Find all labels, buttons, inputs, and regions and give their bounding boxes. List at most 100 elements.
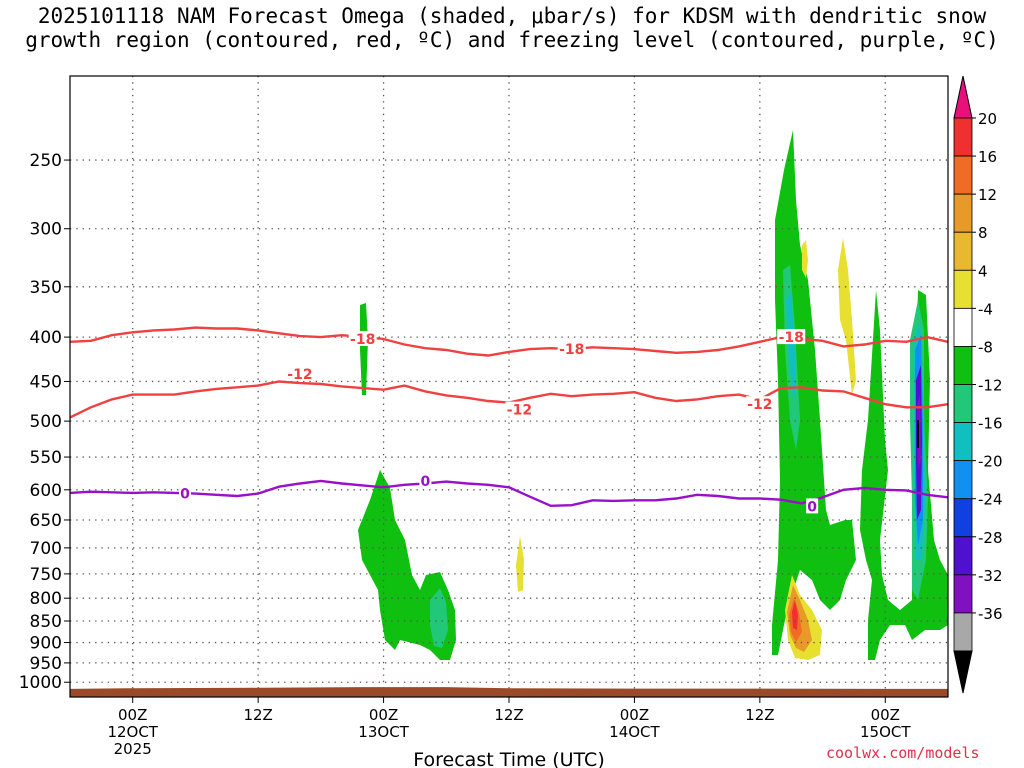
omega-shade-region: [360, 303, 368, 395]
colorbar-swatch: [953, 536, 973, 576]
contour-label: -18: [559, 342, 584, 358]
colorbar-label: -36: [978, 605, 1003, 623]
contour-label: -12: [747, 397, 772, 413]
y-axis: 2503003504004505005506006507007508008509…: [19, 151, 70, 693]
y-tick-label: 1000: [19, 673, 62, 693]
omega-shade-region: [516, 536, 524, 592]
contour-label: 0: [421, 474, 431, 490]
colorbar-label: -28: [978, 529, 1003, 547]
colorbar-swatch: [953, 384, 973, 423]
colorbar-label: -4: [978, 300, 993, 318]
y-tick-label: 800: [30, 589, 62, 609]
x-tick-label: 12Z: [745, 706, 774, 724]
omega-shade-region: [802, 240, 808, 278]
contour-label-background: [777, 329, 806, 345]
colorbar-label: -20: [978, 453, 1003, 471]
colorbar-bottom-arrow: [953, 650, 973, 694]
colorbar-swatch: [953, 269, 973, 309]
terrain-polygon: [70, 687, 948, 697]
omega-shade-region: [792, 600, 798, 630]
omega-shade-region: [772, 130, 856, 655]
colorbar-swatch: [953, 117, 973, 157]
contour-label-background: [806, 498, 819, 514]
contour-label-background: [505, 401, 534, 417]
contour-label: 0: [180, 487, 190, 503]
chart-title-line-2: growth region (contoured, red, ºC) and f…: [25, 28, 999, 52]
omega-shading-layer: [358, 130, 948, 660]
colorbar-swatch: [953, 346, 973, 385]
colorbar-swatch: [953, 231, 973, 271]
colorbar-swatch: [953, 155, 973, 195]
omega-shade-region: [917, 420, 919, 448]
contour-label-background: [178, 485, 191, 501]
x-tick-label: 00Z: [369, 706, 398, 724]
colorbar-label: -8: [978, 338, 993, 356]
x-tick-label: 15OCT: [860, 723, 911, 741]
x-tick-label: 12Z: [243, 706, 272, 724]
y-tick-label: 900: [30, 634, 62, 654]
omega-shade-region: [786, 290, 796, 400]
y-tick-label: 350: [30, 278, 62, 298]
x-tick-label: 2025: [114, 740, 152, 758]
contour-label-background: [285, 365, 314, 381]
colorbar-swatch: [953, 574, 973, 614]
y-tick-label: 600: [30, 481, 62, 501]
y-tick-label: 300: [30, 220, 62, 240]
x-axis-title: Forecast Time (UTC): [413, 749, 604, 768]
terrain-fill: [70, 687, 948, 697]
contour-label: -18: [779, 330, 804, 346]
omega-shade-region: [860, 290, 948, 660]
y-tick-label: 650: [30, 511, 62, 531]
colorbar-label: -12: [978, 377, 1003, 395]
chart-title: 2025101118 NAM Forecast Omega (shaded, μ…: [0, 4, 1024, 52]
y-tick-label: 400: [30, 328, 62, 348]
chart-title-line-1: 2025101118 NAM Forecast Omega (shaded, μ…: [37, 4, 987, 28]
colorbar-label: -32: [978, 567, 1003, 585]
contour-label-background: [745, 396, 774, 412]
x-tick-label: 00Z: [620, 706, 649, 724]
colorbar-swatch: [953, 460, 973, 500]
x-tick-label: 13OCT: [358, 723, 409, 741]
colorbar-top-arrow: [953, 75, 973, 119]
contour-label-background: [348, 330, 377, 346]
contour-label: -12: [287, 367, 312, 383]
colorbar: 20 16 12 8 4 -4 -8 -12 -16 -20 -24 -28 -32 -36: [953, 75, 1003, 694]
y-tick-label: 450: [30, 372, 62, 392]
contour-label: -18: [350, 332, 375, 348]
y-tick-label: 950: [30, 654, 62, 674]
y-tick-label: 550: [30, 448, 62, 468]
colorbar-label: 16: [978, 148, 997, 166]
omega-shade-region: [430, 588, 448, 648]
y-tick-label: 500: [30, 412, 62, 432]
contour-layer: -18 -18 -18 -12 -12 -12 0 0 0: [70, 326, 948, 515]
x-tick-label: 14OCT: [609, 723, 660, 741]
x-tick-label: 00Z: [871, 706, 900, 724]
colorbar-label: -16: [978, 415, 1003, 433]
colorbar-swatch: [953, 612, 973, 652]
colorbar-label: 20: [978, 110, 997, 128]
x-tick-label: 12OCT: [107, 723, 158, 741]
colorbar-label: 4: [978, 262, 988, 280]
omega-shade-region: [838, 238, 856, 395]
y-tick-label: 700: [30, 539, 62, 559]
colorbar-label: -24: [978, 491, 1003, 509]
colorbar-swatch: [953, 193, 973, 233]
contour-label: 0: [807, 499, 817, 515]
colorbar-label: 8: [978, 224, 988, 242]
contour-label-background: [557, 341, 586, 357]
contour-line: [70, 479, 948, 508]
colorbar-swatch: [953, 498, 973, 538]
colorbar-swatch: [953, 307, 973, 347]
credit-text: coolwx.com/models: [826, 744, 980, 762]
y-tick-label: 750: [30, 565, 62, 585]
contour-label: -12: [507, 403, 532, 419]
colorbar-swatch: [953, 422, 973, 462]
x-tick-label: 12Z: [494, 706, 523, 724]
x-tick-label: 00Z: [118, 706, 147, 724]
contour-label-background: [419, 472, 432, 488]
y-tick-label: 250: [30, 151, 62, 171]
colorbar-label: 12: [978, 186, 997, 204]
y-tick-label: 850: [30, 612, 62, 632]
